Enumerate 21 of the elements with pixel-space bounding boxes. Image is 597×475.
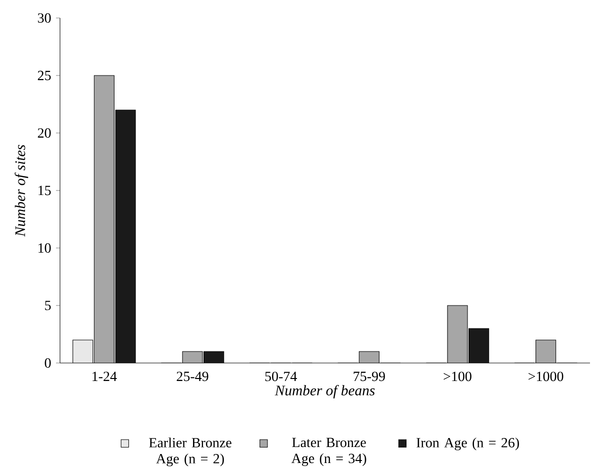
x-tick-label: >1000 bbox=[528, 372, 564, 382]
legend-label: Later Bronze Age (n = 34) bbox=[291, 438, 366, 466]
bar bbox=[116, 110, 136, 363]
y-tick-label: 10 bbox=[38, 243, 51, 253]
x-tick-label: 25-49 bbox=[176, 372, 208, 382]
y-tick-label: 30 bbox=[38, 13, 51, 23]
y-tick-label: 20 bbox=[38, 128, 51, 138]
y-tick-label: 5 bbox=[45, 300, 51, 310]
y-tick-label: 15 bbox=[38, 186, 51, 196]
x-tick-label: 75-99 bbox=[354, 372, 385, 382]
legend-label: Earlier Bronze Age (n = 2) bbox=[149, 438, 232, 466]
x-tick-label: 1-24 bbox=[92, 372, 117, 381]
y-tick-label: 0 bbox=[44, 358, 51, 368]
bar bbox=[468, 328, 489, 363]
y-tick-label: 25 bbox=[38, 70, 51, 80]
y-axis-title: Number of sites bbox=[14, 144, 28, 237]
x-tick-label: >100 bbox=[444, 372, 472, 382]
bar bbox=[72, 340, 93, 363]
x-axis-title: Number of beans bbox=[274, 384, 375, 398]
x-tick-label: 50-74 bbox=[265, 372, 297, 382]
legend-label: Iron Age (n = 26) bbox=[416, 438, 519, 450]
